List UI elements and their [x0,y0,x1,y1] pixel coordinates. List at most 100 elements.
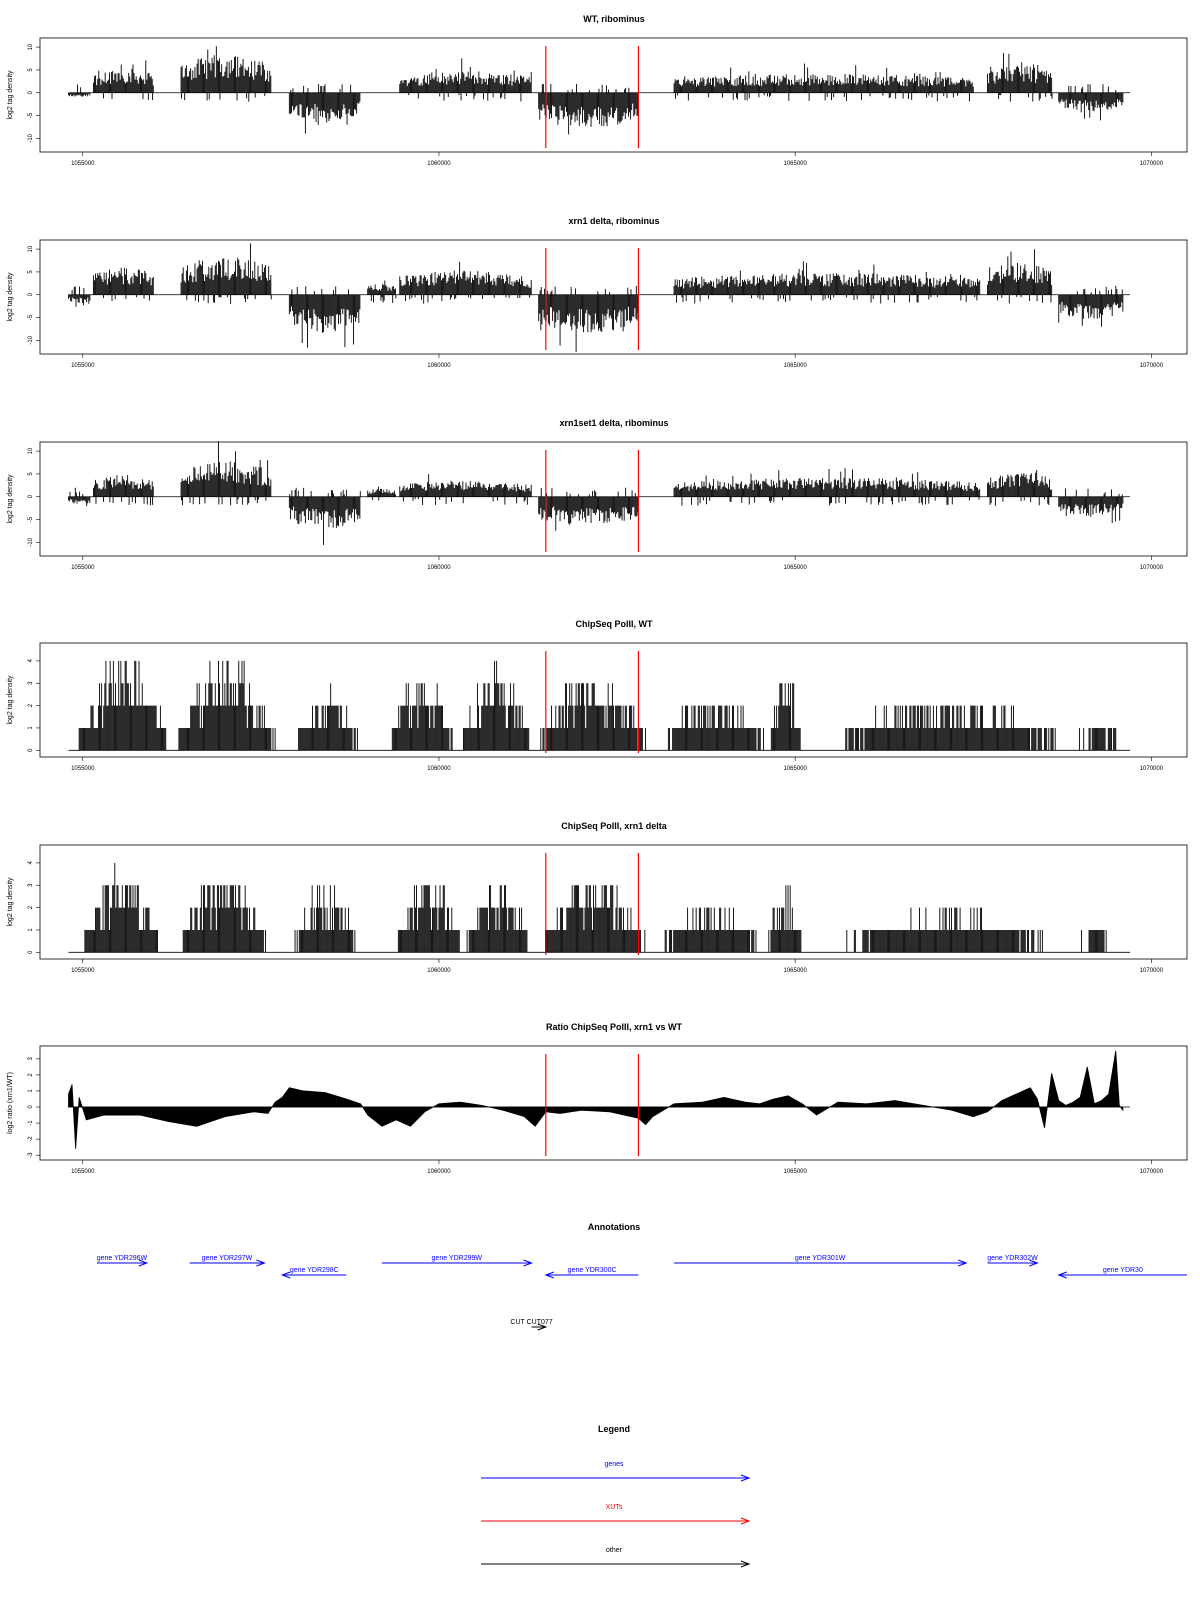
annotation-items: gene YDR296W gene YDR297W gene YDR298C gene… [97,1255,1187,1331]
y-tick-label: 1 [28,928,34,932]
annotations-track: Annotations gene YDR296W gene YDR297Wgene… [97,1222,1187,1331]
y-tick-label: -10 [28,133,34,142]
track-panel-5: ChipSeq PolII, xrn1 delta 0 1 2 3 4 log2 tag d… [7,821,1188,974]
gene-arrow: gene YDR301W [674,1255,968,1267]
density-bar-segment [288,286,361,348]
y-tick-label: 10 [28,245,34,252]
y-tick-label: 0 [28,748,34,752]
plot-frame [39,642,1188,758]
density-bar-segment [180,46,272,102]
y-axis-label: log2 tag density [7,272,14,322]
y-axis-label: log2 ratio (xrn1/WT) [7,1072,14,1134]
y-tick-label: 5 [28,472,34,476]
density-bar-segment [180,441,272,506]
density-bar-segment [92,267,154,302]
y-tick-label: 1 [28,726,34,730]
panel-title: ChipSeq PolII, WT [576,619,653,629]
x-tick-label: 1055000 [71,565,95,571]
gene-arrow: gene YDR30 [1057,1267,1187,1279]
panel-title: xrn1 delta, ribominus [568,216,659,226]
plot-frame [39,239,1188,355]
density-bar-segment [987,53,1053,102]
legend-item-label: genes [604,1461,624,1468]
legend-arrowhead [740,1517,751,1525]
x-tick-label: 1065000 [783,766,807,772]
y-tick-label: -2 [28,1136,34,1142]
density-bar-segment [288,84,361,134]
density-bar-segment [178,660,276,751]
density-bar-segment [830,907,1067,953]
density-bar-segment [541,885,646,953]
x-tick-label: 1070000 [1140,363,1164,369]
panel-title: WT, ribominus [583,14,645,24]
y-tick-label: 5 [28,270,34,274]
x-tick-label: 1060000 [427,161,451,167]
x-tick-label: 1060000 [427,766,451,772]
track-panel-1: WT, ribominus -10 -5 0 5 10 log2 tag density 10… [7,14,1188,167]
density-bar-segment [1058,84,1124,121]
x-tick-label: 1055000 [71,968,95,974]
gene-arrow: gene YDR302W [987,1255,1039,1267]
y-tick-label: -5 [28,112,34,118]
legend-item-genes: genes [481,1461,751,1482]
y-axis-label: log2 tag density [7,474,14,524]
density-bar-segment [296,683,362,751]
track-panel-4: ChipSeq PolII, WT 0 1 2 3 4 log2 tag density 10… [7,619,1188,772]
x-tick-label: 1060000 [427,968,451,974]
density-bar-segment [673,468,981,506]
density-bar-segment [78,660,169,751]
density-bar-segment [388,683,454,751]
x-tick-label: 1055000 [71,363,95,369]
ratio-area [68,1050,1124,1149]
density-bar-segment [1058,488,1124,524]
legend-item-label: other [606,1547,623,1554]
density-bar-segment [1072,929,1123,953]
gene-arrow: gene YDR300C [544,1267,639,1279]
gene-label: gene YDR296W [97,1255,148,1262]
density-bar-segment [68,84,91,97]
density-bar-segment [766,885,803,953]
gene-label: gene YDR299W [432,1255,483,1262]
x-tick-label: 1070000 [1140,565,1164,571]
x-tick-label: 1060000 [427,1169,451,1175]
density-bar-segment [395,885,461,953]
y-tick-label: 4 [28,861,34,865]
y-tick-label: -5 [28,516,34,522]
x-tick-label: 1070000 [1140,766,1164,772]
x-tick-label: 1065000 [783,565,807,571]
y-tick-label: 3 [28,883,34,887]
density-bar-segment [987,470,1053,506]
y-tick-label: -3 [28,1152,34,1158]
x-tick-label: 1055000 [71,161,95,167]
x-tick-label: 1070000 [1140,161,1164,167]
y-tick-label: -10 [28,537,34,546]
other-arrow: CUT CUT077 [510,1319,553,1331]
legend: Legend genes XUTs other [481,1424,751,1568]
track-panel-6: Ratio ChipSeq PolII, xrn1 vs WT -3 -2 -1 0 1 2… [7,1022,1188,1175]
y-tick-label: 0 [28,950,34,954]
density-bar-segment [987,249,1053,304]
other-label: CUT CUT077 [510,1319,552,1326]
density-bar-segment [538,683,647,751]
density-bar-segment [659,705,768,751]
y-tick-label: 3 [28,1057,34,1061]
x-tick-label: 1065000 [783,968,807,974]
y-tick-label: 10 [28,43,34,50]
track-panel-3: xrn1set1 delta, ribominus -10 -5 0 5 10 log2 t… [7,418,1188,571]
panel-title: xrn1set1 delta, ribominus [559,418,668,428]
gene-label: gene YDR298C [290,1267,339,1274]
plot-frame [39,1045,1188,1161]
gene-arrow: gene YDR296W [97,1255,149,1267]
density-bar-segment [82,862,162,953]
density-bar-segment [673,261,981,304]
legend-title: Legend [598,1424,630,1434]
x-tick-label: 1055000 [71,1169,95,1175]
legend-arrowhead [740,1560,751,1568]
density-bar-segment [538,487,639,531]
gene-arrow: gene YDR298C [280,1267,347,1279]
gene-label: gene YDR30 [1103,1267,1143,1274]
y-tick-label: 0 [28,1105,34,1109]
gene-label: gene YDR302W [987,1255,1038,1262]
density-bar-segment [288,487,361,545]
